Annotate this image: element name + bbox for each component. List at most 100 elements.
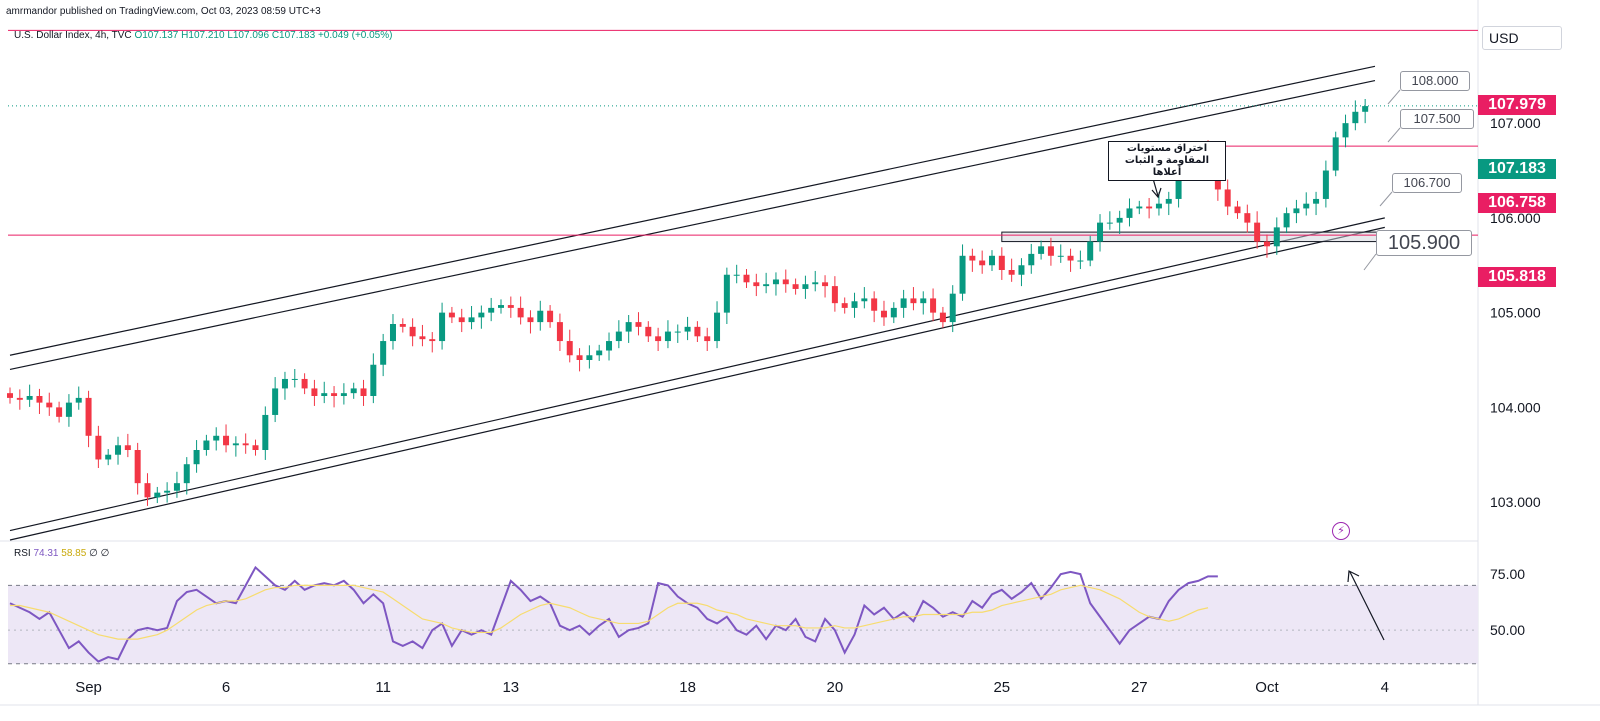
candle-body — [1106, 222, 1113, 224]
candle-body — [75, 397, 82, 403]
candle-body — [468, 317, 475, 323]
candle-body — [782, 279, 789, 285]
candle-body — [488, 307, 495, 313]
legend-high: H107.210 — [181, 30, 225, 41]
candle-body — [1362, 106, 1369, 112]
candle-body — [645, 326, 652, 337]
date-tick-label: Oct — [1255, 679, 1279, 696]
candle-body — [1263, 241, 1270, 247]
candle-body — [841, 303, 848, 308]
candle-body — [939, 312, 946, 323]
candle-body — [1303, 203, 1310, 209]
date-tick-label: 20 — [827, 679, 844, 696]
resistance-levels — [8, 29, 1478, 236]
candle-body — [1244, 213, 1251, 223]
candle-body — [203, 440, 210, 450]
candle-body — [389, 324, 396, 342]
candle-body — [831, 286, 838, 304]
date-axis: Sep 6 11 13 18 20 25 27 Oct 4 — [75, 679, 1389, 696]
candle-body — [949, 293, 956, 323]
candle-body — [478, 312, 485, 318]
candle-body — [1273, 227, 1280, 247]
date-tick-label: 11 — [375, 679, 391, 696]
annotation-arrow-head — [1151, 187, 1162, 199]
callout-leader — [1379, 191, 1393, 207]
candle-body — [429, 339, 436, 342]
callout-107-5[interactable]: 107.500 — [1400, 109, 1474, 129]
price-tag-resistance-1: 107.979 — [1478, 95, 1556, 115]
candle-body — [959, 255, 966, 294]
candle-body — [1146, 206, 1153, 209]
candle-body — [498, 305, 504, 308]
candle-body — [232, 443, 239, 446]
candle-body — [173, 483, 180, 491]
currency-selector[interactable]: USD — [1482, 26, 1562, 50]
candle-body — [733, 274, 740, 276]
lightning-icon[interactable]: ⚡ — [1332, 522, 1350, 540]
candle-body — [95, 435, 102, 460]
candle-body — [213, 435, 220, 441]
candle-body — [969, 255, 976, 261]
candle-body — [537, 310, 544, 323]
candle-body — [753, 282, 760, 287]
candle-body — [1165, 198, 1172, 204]
date-tick-label: 4 — [1381, 679, 1389, 696]
candle-body — [193, 450, 200, 465]
candle-body — [743, 274, 750, 283]
candle-body — [625, 322, 632, 332]
date-tick-label: 27 — [1131, 679, 1148, 696]
candle-body — [56, 407, 63, 417]
arabic-annotation[interactable]: اختراق مستويات المقاومة و الثبات أعلاها — [1108, 141, 1226, 181]
candle-body — [635, 322, 642, 327]
candle-body — [458, 317, 465, 323]
callout-108[interactable]: 108.000 — [1400, 71, 1470, 91]
candle-body — [1136, 206, 1143, 209]
symbol-name: U.S. Dollar Index, 4h, TVC — [14, 30, 132, 41]
legend-change: +0.049 (+0.05%) — [317, 30, 393, 41]
candle-body — [527, 317, 534, 323]
callout-106-7[interactable]: 106.700 — [1392, 173, 1462, 193]
candle-body — [684, 326, 691, 332]
callout-105-9[interactable]: 105.900 — [1376, 230, 1472, 256]
candle-body — [1097, 222, 1104, 242]
rsi-band-fill — [8, 585, 1478, 664]
rsi-label: RSI — [14, 548, 31, 559]
candle-body — [105, 454, 112, 460]
candle-body — [723, 274, 730, 313]
candle-body — [419, 336, 426, 340]
candle-body — [399, 324, 406, 327]
candle-body — [1283, 213, 1290, 228]
candle-body — [331, 393, 338, 396]
callout-leader — [1363, 253, 1377, 271]
candle-body — [1067, 255, 1074, 261]
published-text: amrmandor published on TradingView.com, … — [6, 6, 321, 17]
channel-lines — [9, 65, 1386, 541]
price-tag-support: 105.818 — [1478, 267, 1556, 287]
candle-body — [16, 397, 23, 400]
candle-body — [1342, 123, 1349, 138]
price-tick-label: 107.000 — [1490, 115, 1541, 131]
candle-body — [1116, 217, 1123, 223]
candle-body — [409, 326, 416, 337]
candle-body — [1057, 255, 1064, 257]
candle-body — [547, 310, 554, 323]
candle-body — [380, 341, 387, 365]
candle-body — [272, 388, 279, 415]
candle-body — [802, 284, 809, 289]
candle-body — [674, 331, 681, 333]
candle-body — [772, 279, 779, 285]
candle-body — [134, 450, 141, 484]
candle-body — [124, 445, 131, 450]
rsi-legend: RSI 74.31 58.85 ∅ ∅ — [14, 548, 109, 559]
candle-body — [930, 298, 937, 313]
candle-body — [370, 364, 377, 396]
candle-body — [1047, 246, 1054, 256]
candle-body — [1008, 270, 1015, 275]
candle-body — [1087, 241, 1094, 261]
candle-body — [1018, 265, 1025, 275]
candle-body — [281, 378, 288, 389]
candle-body — [311, 388, 318, 396]
candle-body — [822, 282, 829, 287]
candle-body — [606, 341, 613, 351]
